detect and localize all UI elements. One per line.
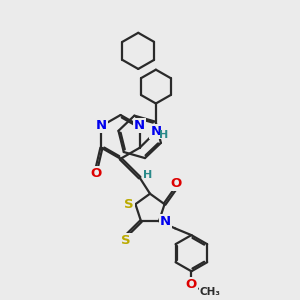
Text: S: S (122, 234, 131, 247)
Text: H: H (160, 130, 169, 140)
Text: O: O (90, 167, 101, 180)
Text: S: S (124, 198, 134, 211)
Text: N: N (150, 125, 161, 138)
Text: N: N (160, 214, 171, 228)
Text: N: N (96, 119, 107, 132)
Text: O: O (171, 177, 182, 190)
Text: N: N (134, 119, 145, 132)
Text: H: H (143, 170, 153, 180)
Text: CH₃: CH₃ (199, 287, 220, 297)
Text: O: O (186, 278, 197, 291)
